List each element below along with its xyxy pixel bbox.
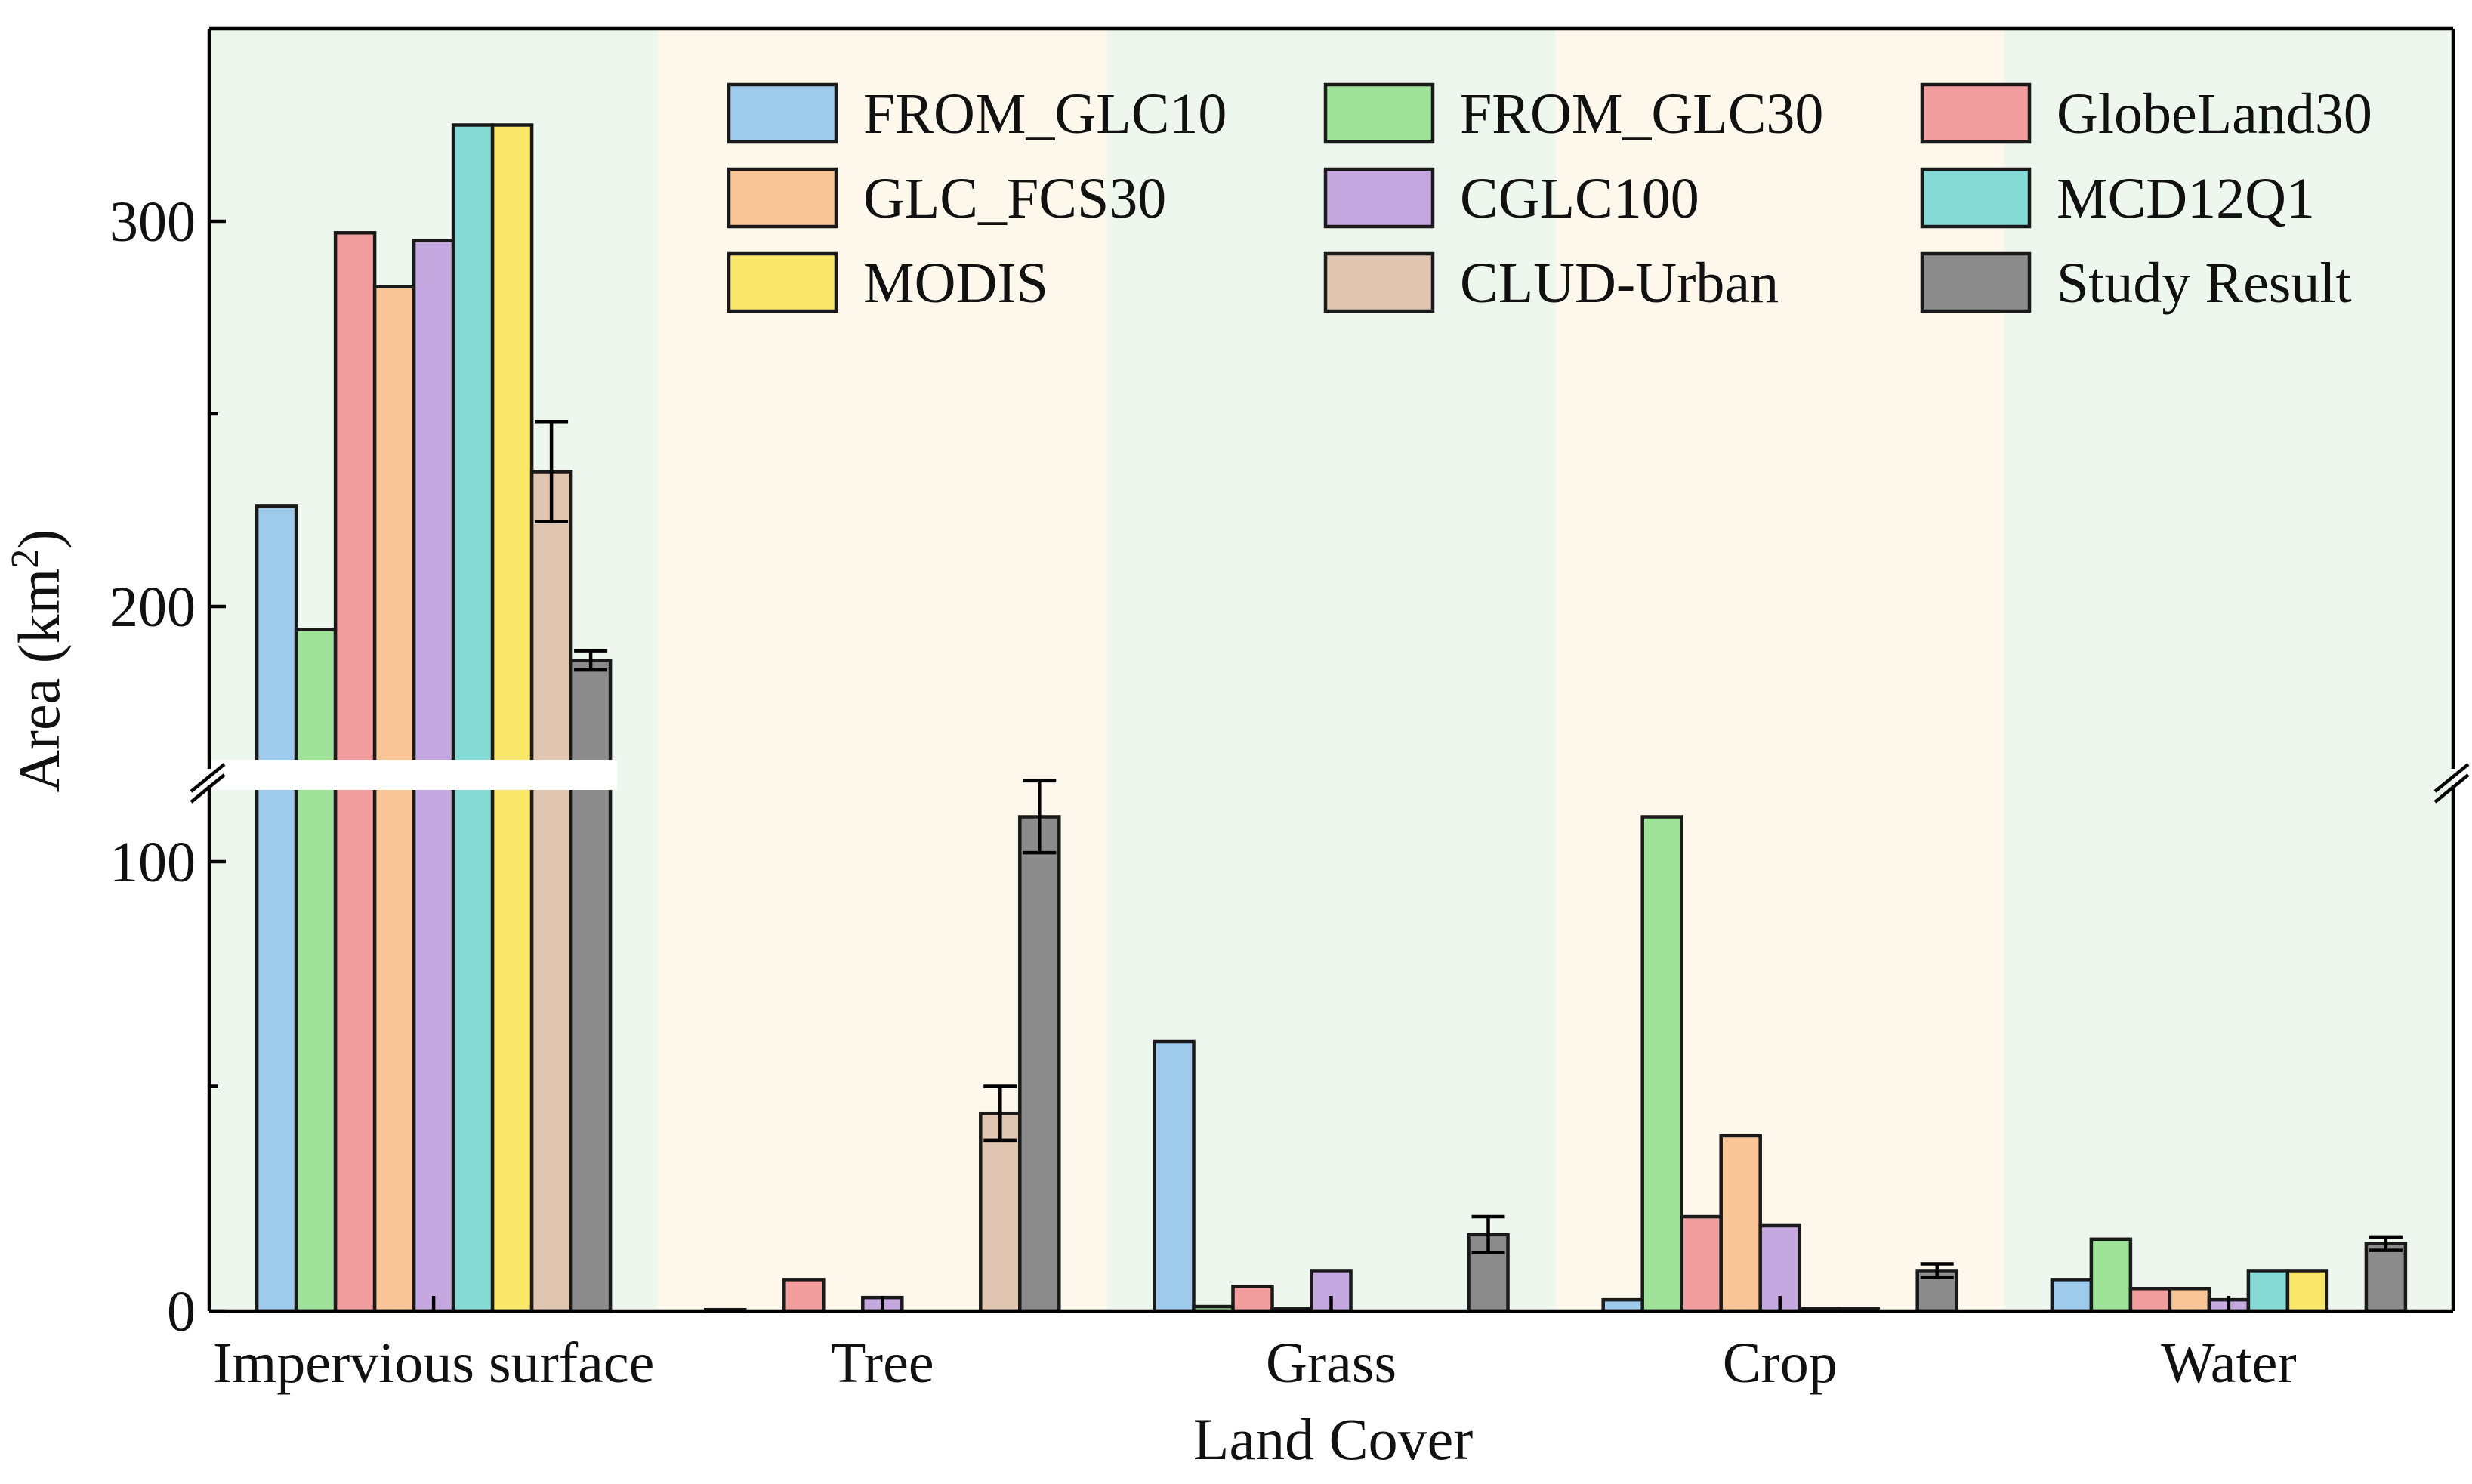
- x-tick-label: Crop: [1723, 1331, 1838, 1395]
- x-axis-title: Land Cover: [1193, 1406, 1473, 1472]
- legend-swatch: [727, 167, 838, 229]
- bar: [1719, 1134, 1762, 1313]
- legend-label: GLC_FCS30: [863, 167, 1166, 230]
- legend-swatch: [727, 251, 838, 313]
- bar: [2246, 1269, 2290, 1313]
- x-tick-label: Tree: [831, 1331, 934, 1395]
- bar: [1680, 1214, 1723, 1313]
- bar: [569, 659, 613, 1313]
- legend-label: Study Result: [2057, 251, 2352, 315]
- bar: [255, 504, 298, 1313]
- y-tick-label: 300: [110, 190, 196, 254]
- bar: [782, 1278, 826, 1313]
- x-tick-label: Impervious surface: [213, 1331, 655, 1395]
- y-tick-label: 0: [167, 1280, 196, 1344]
- bar: [1153, 1039, 1196, 1313]
- y-tick-label: 100: [110, 831, 196, 894]
- category-band: [1555, 29, 2004, 1311]
- bar: [2285, 1269, 2329, 1313]
- legend-label: FROM_GLC10: [863, 82, 1227, 146]
- y-axis-title-superscript: 2: [4, 549, 47, 569]
- legend-label: CLUD-Urban: [1460, 251, 1779, 315]
- legend-label: MODIS: [863, 251, 1048, 315]
- legend-swatch: [1323, 82, 1435, 144]
- bar: [529, 470, 573, 1313]
- y-tick-label: 200: [110, 575, 196, 639]
- axis-break-mark: [190, 763, 226, 793]
- bar: [294, 628, 338, 1313]
- legend-swatch: [1920, 82, 2032, 144]
- legend-label: FROM_GLC30: [1460, 82, 1823, 146]
- y-axis-title-text: Area (km: [6, 569, 72, 793]
- legend-swatch: [1323, 251, 1435, 313]
- bar: [2128, 1287, 2172, 1313]
- legend-label: CGLC100: [1460, 167, 1699, 230]
- bar: [2050, 1278, 2094, 1313]
- legend-swatch: [727, 82, 838, 144]
- bar: [2364, 1242, 2408, 1313]
- legend-swatch: [1920, 167, 2032, 229]
- legend-label: GlobeLand30: [2057, 82, 2372, 146]
- legend-swatch: [1323, 167, 1435, 229]
- bar: [451, 123, 495, 1313]
- legend-label: MCD12Q1: [2057, 167, 2315, 230]
- category-band: [2004, 29, 2453, 1311]
- bar: [979, 1111, 1022, 1313]
- y-axis-title: Area (km2): [4, 529, 72, 793]
- bar: [2168, 1287, 2211, 1313]
- x-tick-label: Water: [2161, 1331, 2297, 1395]
- axis-break-mark: [2433, 763, 2470, 793]
- bar: [372, 285, 416, 1313]
- legend-swatch: [1920, 251, 2032, 313]
- axis-break-gap: [202, 760, 617, 790]
- bar: [2089, 1237, 2133, 1313]
- bar: [1018, 815, 1061, 1313]
- bar: [490, 123, 534, 1313]
- bar: [1640, 815, 1683, 1313]
- bar: [1231, 1285, 1274, 1313]
- x-tick-label: Grass: [1266, 1331, 1396, 1395]
- y-axis-title-suffix: ): [6, 529, 72, 549]
